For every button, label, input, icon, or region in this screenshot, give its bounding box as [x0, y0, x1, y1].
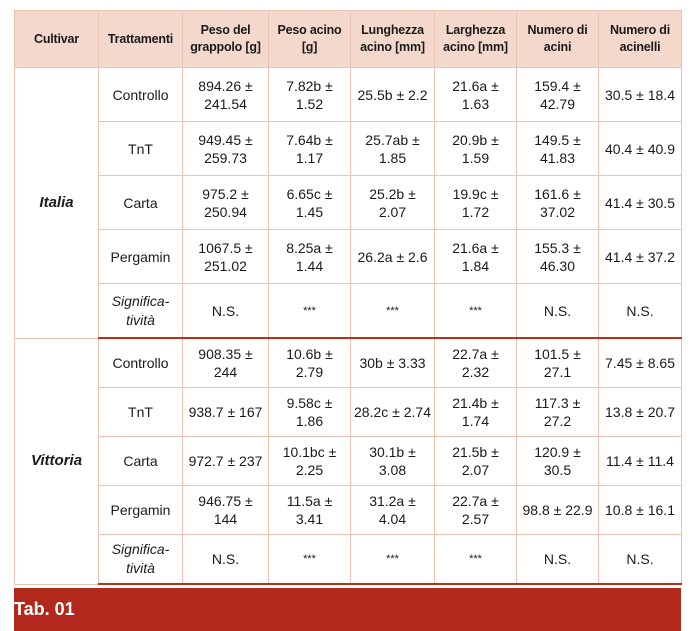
- value-cell: 41.4 ± 30.5: [598, 175, 682, 230]
- cultivar-cell: Vittoria: [14, 337, 99, 585]
- header-trattamenti: Trattamenti: [98, 10, 183, 68]
- value-cell: 949.45 ± 259.73: [182, 121, 269, 176]
- value-cell: N.S.: [598, 534, 682, 585]
- value-cell: 11.5a ± 3.41: [268, 485, 351, 535]
- value-cell: N.S.: [598, 283, 682, 339]
- value-cell: N.S.: [182, 534, 269, 585]
- value-cell: 117.3 ± 27.2: [516, 387, 599, 437]
- value-cell: ***: [350, 283, 435, 339]
- significance-label: Significa-tività: [98, 283, 183, 339]
- value-cell: 10.1bc ± 2.25: [268, 436, 351, 486]
- value-cell: 10.8 ± 16.1: [598, 485, 682, 535]
- table-row: Significa-tività N.S. *** *** *** N.S. N.S.: [15, 534, 682, 585]
- header-larghezza-acino: Larghezza acino [mm]: [434, 10, 517, 68]
- value-cell: 21.6a ± 1.63: [434, 67, 517, 122]
- value-cell: 26.2a ± 2.6: [350, 229, 435, 284]
- value-cell: N.S.: [516, 283, 599, 339]
- value-cell: 975.2 ± 250.94: [182, 175, 269, 230]
- table-row: Carta 972.7 ± 237 10.1bc ± 2.25 30.1b ± 3.0…: [15, 436, 682, 486]
- value-cell: 9.58c ± 1.86: [268, 387, 351, 437]
- cultivar-cell: Italia: [14, 67, 99, 339]
- header-cultivar: Cultivar: [14, 10, 99, 68]
- results-table-container: Cultivar Trattamenti Peso del grappolo […: [14, 10, 682, 585]
- value-cell: 98.8 ± 22.9: [516, 485, 599, 535]
- table-row: Vittoria Controllo 908.35 ± 244 10.6b ± 2.7…: [14, 337, 682, 585]
- value-cell: 40.4 ± 40.9: [598, 121, 682, 176]
- value-cell: ***: [434, 283, 517, 339]
- value-cell: 31.2a ± 4.04: [350, 485, 435, 535]
- value-cell: 25.7ab ± 1.85: [350, 121, 435, 176]
- value-cell: 20.9b ± 1.59: [434, 121, 517, 176]
- header-lunghezza-acino: Lunghezza acino [mm]: [350, 10, 435, 68]
- value-cell: 41.4 ± 37.2: [598, 229, 682, 284]
- value-cell: 7.64b ± 1.17: [268, 121, 351, 176]
- value-cell: ***: [268, 534, 351, 585]
- value-cell: 7.45 ± 8.65: [598, 337, 682, 388]
- value-cell: N.S.: [182, 283, 269, 339]
- value-cell: 159.4 ± 42.79: [516, 67, 599, 122]
- table-row: Carta 975.2 ± 250.94 6.65c ± 1.45 25.2b ± 2…: [15, 175, 682, 230]
- value-cell: 30.1b ± 3.08: [350, 436, 435, 486]
- table-body: Italia Controllo 894.26 ± 241.54 7.82b ± 1.…: [14, 67, 682, 585]
- value-cell: 6.65c ± 1.45: [268, 175, 351, 230]
- value-cell: 946.75 ± 144: [182, 485, 269, 535]
- value-cell: 894.26 ± 241.54: [182, 67, 269, 122]
- table-row: Pergamin 946.75 ± 144 11.5a ± 3.41 31.2a ± …: [15, 485, 682, 535]
- treatment-cell: TnT: [98, 121, 183, 176]
- value-cell: 155.3 ± 46.30: [516, 229, 599, 284]
- value-cell: 19.9c ± 1.72: [434, 175, 517, 230]
- value-cell: 938.7 ± 167: [182, 387, 269, 437]
- treatment-cell: TnT: [98, 387, 183, 437]
- table-caption: Tab. 01: [14, 599, 75, 619]
- treatment-cell: Controllo: [98, 67, 183, 122]
- value-cell: 8.25a ± 1.44: [268, 229, 351, 284]
- value-cell: 21.6a ± 1.84: [434, 229, 517, 284]
- value-cell: 13.8 ± 20.7: [598, 387, 682, 437]
- value-cell: ***: [268, 283, 351, 339]
- value-cell: 1067.5 ± 251.02: [182, 229, 269, 284]
- value-cell: 22.7a ± 2.32: [434, 337, 517, 388]
- value-cell: 908.35 ± 244: [182, 337, 269, 388]
- results-table: Cultivar Trattamenti Peso del grappolo […: [14, 10, 682, 585]
- table-row: TnT 938.7 ± 167 9.58c ± 1.86 28.2c ± 2.74 21…: [15, 387, 682, 437]
- header-numero-acinelli: Numero di acinelli: [598, 10, 682, 68]
- value-cell: 149.5 ± 41.83: [516, 121, 599, 176]
- value-cell: 28.2c ± 2.74: [350, 387, 435, 437]
- treatment-cell: Pergamin: [98, 485, 183, 535]
- treatment-cell: Pergamin: [98, 229, 183, 284]
- value-cell: ***: [434, 534, 517, 585]
- table-header-row: Cultivar Trattamenti Peso del grappolo […: [14, 10, 682, 68]
- value-cell: 30.5 ± 18.4: [598, 67, 682, 122]
- table-row: Significa-tività N.S. *** *** *** N.S. N.S.: [15, 283, 682, 339]
- table-row: TnT 949.45 ± 259.73 7.64b ± 1.17 25.7ab ± 1…: [15, 121, 682, 176]
- header-peso-grappolo: Peso del grappolo [g]: [182, 10, 269, 68]
- value-cell: 25.5b ± 2.2: [350, 67, 435, 122]
- value-cell: 30b ± 3.33: [350, 337, 435, 388]
- value-cell: 7.82b ± 1.52: [268, 67, 351, 122]
- value-cell: 25.2b ± 2.07: [350, 175, 435, 230]
- value-cell: 21.4b ± 1.74: [434, 387, 517, 437]
- value-cell: 972.7 ± 237: [182, 436, 269, 486]
- value-cell: 101.5 ± 27.1: [516, 337, 599, 388]
- table-row: Pergamin 1067.5 ± 251.02 8.25a ± 1.44 26.2a…: [15, 229, 682, 284]
- value-cell: 22.7a ± 2.57: [434, 485, 517, 535]
- treatment-cell: Carta: [98, 436, 183, 486]
- value-cell: 120.9 ± 30.5: [516, 436, 599, 486]
- value-cell: 161.6 ± 37.02: [516, 175, 599, 230]
- table-row: Italia Controllo 894.26 ± 241.54 7.82b ± 1.…: [14, 67, 682, 339]
- value-cell: 10.6b ± 2.79: [268, 337, 351, 388]
- header-numero-acini: Numero di acini: [516, 10, 599, 68]
- value-cell: ***: [350, 534, 435, 585]
- value-cell: 11.4 ± 11.4: [598, 436, 682, 486]
- table-caption-bar: Tab. 01: [14, 588, 681, 631]
- treatment-cell: Carta: [98, 175, 183, 230]
- significance-label: Significa-tività: [98, 534, 183, 585]
- treatment-cell: Controllo: [98, 337, 183, 388]
- value-cell: 21.5b ± 2.07: [434, 436, 517, 486]
- header-peso-acino: Peso acino [g]: [268, 10, 351, 68]
- value-cell: N.S.: [516, 534, 599, 585]
